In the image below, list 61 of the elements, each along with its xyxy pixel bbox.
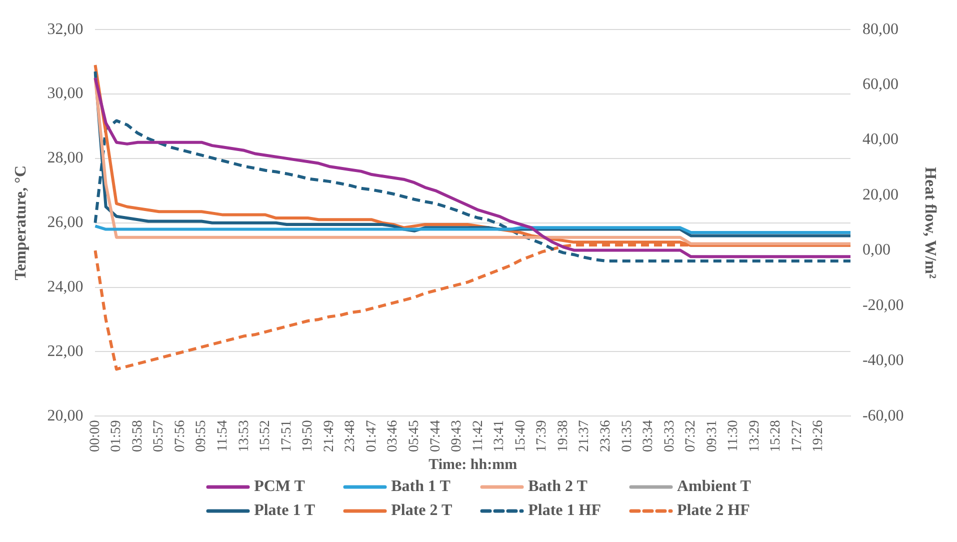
x-tick-label: 01:47 xyxy=(364,420,380,452)
y2-tick-label: -60,00 xyxy=(862,407,904,424)
x-tick-label: 03:46 xyxy=(386,420,401,452)
y-tick-label: 20,00 xyxy=(47,407,84,424)
x-tick-label: 07:56 xyxy=(172,420,188,452)
legend-label: Bath 2 T xyxy=(528,478,588,496)
x-tick-label: 07:32 xyxy=(684,420,699,452)
x-tick-label: 11:42 xyxy=(470,420,486,452)
y-tick-label: 28,00 xyxy=(47,150,84,167)
y-tick-label: 26,00 xyxy=(47,214,84,232)
x-tick-label: 15:40 xyxy=(513,420,528,452)
y2-tick-label: 80,00 xyxy=(862,20,898,38)
x-tick-label: 11:54 xyxy=(216,420,231,452)
x-tick-label: 05:45 xyxy=(407,420,422,452)
x-tick-label: 13:53 xyxy=(236,420,252,452)
legend-label: Ambient T xyxy=(677,478,751,496)
x-tick-label: 03:34 xyxy=(641,420,656,452)
y2-tick-label: 20,00 xyxy=(862,186,898,204)
y2-axis-title: Heat flow, W/m² xyxy=(921,167,938,279)
x-tick-label: 13:41 xyxy=(492,420,508,452)
y2-tick-label: 40,00 xyxy=(862,131,898,148)
legend-label: Plate 1 T xyxy=(254,502,316,520)
x-tick-label: 21:49 xyxy=(322,420,337,452)
x-tick-label: 19:50 xyxy=(300,420,316,452)
legend-label: PCM T xyxy=(254,478,305,496)
y-tick-label: 30,00 xyxy=(47,85,84,102)
y-tick-label: 32,00 xyxy=(47,20,84,38)
legend-label: Plate 2 T xyxy=(391,502,452,520)
x-tick-label: 15:28 xyxy=(768,420,784,452)
x-tick-label: 01:35 xyxy=(620,420,635,452)
x-tick-label: 19:38 xyxy=(556,420,571,452)
x-tick-label: 19:26 xyxy=(811,420,826,452)
x-tick-label: 23:36 xyxy=(598,420,614,452)
y2-tick-label: 0,00 xyxy=(862,242,890,259)
x-tick-label: 05:57 xyxy=(152,420,167,452)
y-axis-title: Temperature, °C xyxy=(12,165,30,280)
x-tick-label: 15:52 xyxy=(258,420,274,452)
x-tick-label: 21:37 xyxy=(577,420,592,452)
x-tick-label: 07:44 xyxy=(428,420,444,452)
y2-tick-label: 60,00 xyxy=(862,76,898,94)
x-tick-label: 09:55 xyxy=(194,420,210,452)
legend-label: Plate 2 HF xyxy=(677,502,750,520)
legend-label: Plate 1 HF xyxy=(528,502,601,520)
x-tick-label: 01:59 xyxy=(109,420,124,452)
x-tick-label: 09:31 xyxy=(704,420,720,452)
y-tick-label: 22,00 xyxy=(47,342,84,360)
x-tick-label: 17:27 xyxy=(790,420,805,452)
x-tick-label: 00:00 xyxy=(88,420,103,452)
x-tick-label: 17:39 xyxy=(534,420,550,452)
x-tick-label: 11:30 xyxy=(726,420,742,452)
y-tick-label: 24,00 xyxy=(47,278,84,296)
y2-tick-label: -40,00 xyxy=(862,352,904,370)
x-tick-label: 23:48 xyxy=(343,420,358,452)
x-tick-label: 13:29 xyxy=(747,420,762,452)
legend-label: Bath 1 T xyxy=(391,478,450,496)
x-tick-label: 09:43 xyxy=(450,420,465,452)
y2-tick-label: -20,00 xyxy=(862,296,904,314)
x-tick-label: 03:58 xyxy=(130,420,146,452)
x-tick-label: 17:51 xyxy=(279,420,294,452)
x-tick-label: 05:33 xyxy=(662,420,678,452)
x-axis-title: Time: hh:mm xyxy=(428,456,518,473)
